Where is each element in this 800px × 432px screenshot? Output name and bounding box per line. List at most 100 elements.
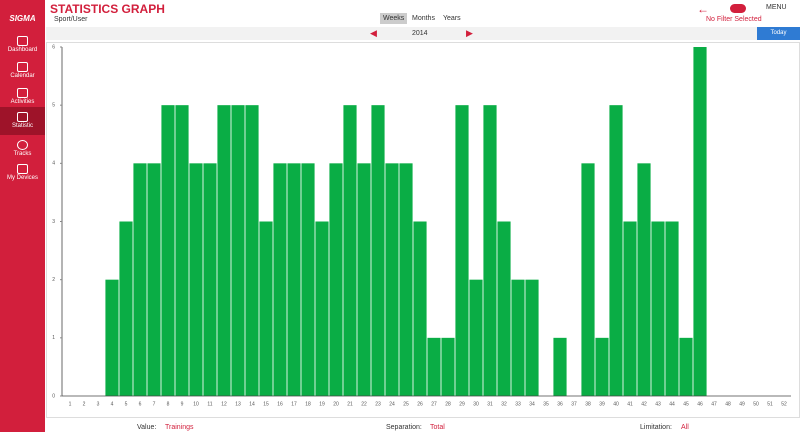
bar [609, 105, 623, 396]
nav-item[interactable]: Dashboard [0, 34, 45, 60]
separation-select[interactable]: Total [430, 424, 445, 431]
x-tick-label: 46 [697, 401, 703, 407]
x-tick-label: 48 [725, 401, 731, 407]
footer-label: Separation: [386, 424, 422, 431]
y-tick-label: 5 [52, 102, 55, 108]
x-tick-label: 24 [389, 401, 395, 407]
nav-label: Calendar [10, 73, 35, 79]
y-tick-label: 4 [52, 161, 55, 167]
bar [511, 279, 525, 396]
x-tick-label: 3 [97, 401, 100, 407]
x-tick-label: 12 [221, 401, 227, 407]
x-tick-label: 26 [417, 401, 423, 407]
tab[interactable]: Months [412, 15, 435, 22]
limitation-select[interactable]: All [681, 424, 689, 431]
tab[interactable]: Years [443, 15, 461, 22]
x-tick-label: 49 [739, 401, 745, 407]
footer-label: Limitation: [640, 424, 672, 431]
filter[interactable]: No Filter Selected [706, 16, 762, 23]
x-tick-label: 11 [207, 401, 212, 407]
x-tick-label: 10 [193, 401, 199, 407]
x-tick-label: 35 [543, 401, 549, 407]
bar [595, 337, 609, 396]
bar [133, 163, 147, 396]
icon [17, 112, 28, 122]
x-tick-label: 19 [319, 401, 325, 407]
today-button[interactable]: Today [757, 27, 800, 40]
value-select[interactable]: Trainings [165, 424, 194, 431]
bar [399, 163, 413, 396]
icon [17, 36, 28, 46]
nav-item[interactable]: My Devices [0, 162, 45, 188]
nav-item[interactable]: Calendar [0, 60, 45, 86]
x-tick-label: 27 [431, 401, 437, 407]
bar [623, 221, 637, 396]
bar [315, 221, 329, 396]
nav-label: Activities [10, 99, 35, 105]
x-tick-label: 33 [515, 401, 521, 407]
sidebar: SIGMA Dashboard Calendar Activities Stat… [0, 0, 45, 432]
icon [17, 62, 28, 72]
x-tick-label: 52 [781, 401, 787, 407]
nav-label: Statistic [11, 123, 33, 129]
x-tick-label: 43 [655, 401, 661, 407]
bar [455, 105, 469, 396]
x-tick-label: 22 [361, 401, 367, 407]
nav-item[interactable]: Statistic [0, 107, 45, 135]
logo: SIGMA [9, 14, 36, 23]
bar [343, 105, 357, 396]
x-tick-label: 1 [69, 401, 72, 407]
bar [273, 163, 287, 396]
x-tick-label: 20 [333, 401, 339, 407]
x-tick-label: 42 [641, 401, 647, 407]
nav-item[interactable]: Tracks [0, 138, 45, 164]
x-tick-label: 37 [571, 401, 577, 407]
bar [497, 221, 511, 396]
back-button[interactable]: ← [697, 2, 709, 16]
bar [161, 105, 175, 396]
cloud-icon[interactable] [730, 4, 746, 13]
icon [17, 164, 28, 174]
y-tick-label: 2 [52, 277, 55, 283]
x-tick-label: 5 [125, 401, 128, 407]
bar [217, 105, 231, 396]
bar [147, 163, 161, 396]
x-tick-label: 38 [585, 401, 591, 407]
x-tick-label: 31 [487, 401, 493, 407]
x-tick-label: 36 [557, 401, 563, 407]
x-tick-label: 39 [599, 401, 605, 407]
tab[interactable]: Weeks [380, 13, 408, 24]
x-tick-label: 51 [767, 401, 773, 407]
y-tick-label: 6 [52, 44, 55, 50]
x-tick-label: 2 [83, 401, 86, 407]
x-tick-label: 23 [375, 401, 381, 407]
x-tick-label: 7 [153, 401, 156, 407]
x-tick-label: 14 [249, 401, 255, 407]
bar [259, 221, 273, 396]
x-tick-label: 44 [669, 401, 675, 407]
bar [119, 221, 133, 396]
x-tick-label: 6 [139, 401, 142, 407]
x-tick-label: 41 [627, 401, 633, 407]
x-tick-label: 32 [501, 401, 507, 407]
bar [581, 163, 595, 396]
x-tick-label: 21 [347, 401, 353, 407]
bar [385, 163, 399, 396]
bar [665, 221, 679, 396]
page-title: STATISTICS GRAPH [50, 2, 165, 16]
next-year[interactable]: ▶ [466, 28, 473, 38]
subtitle: Sport/User [54, 16, 88, 23]
x-tick-label: 47 [711, 401, 717, 407]
prev-year[interactable]: ◀ [370, 28, 377, 38]
bar [301, 163, 315, 396]
x-tick-label: 29 [459, 401, 465, 407]
x-tick-label: 8 [167, 401, 170, 407]
bar [287, 163, 301, 396]
nav-item[interactable]: Activities [0, 86, 45, 112]
x-tick-label: 28 [445, 401, 451, 407]
x-tick-label: 18 [305, 401, 311, 407]
icon [17, 140, 28, 150]
menu-button[interactable]: MENU [766, 4, 787, 11]
